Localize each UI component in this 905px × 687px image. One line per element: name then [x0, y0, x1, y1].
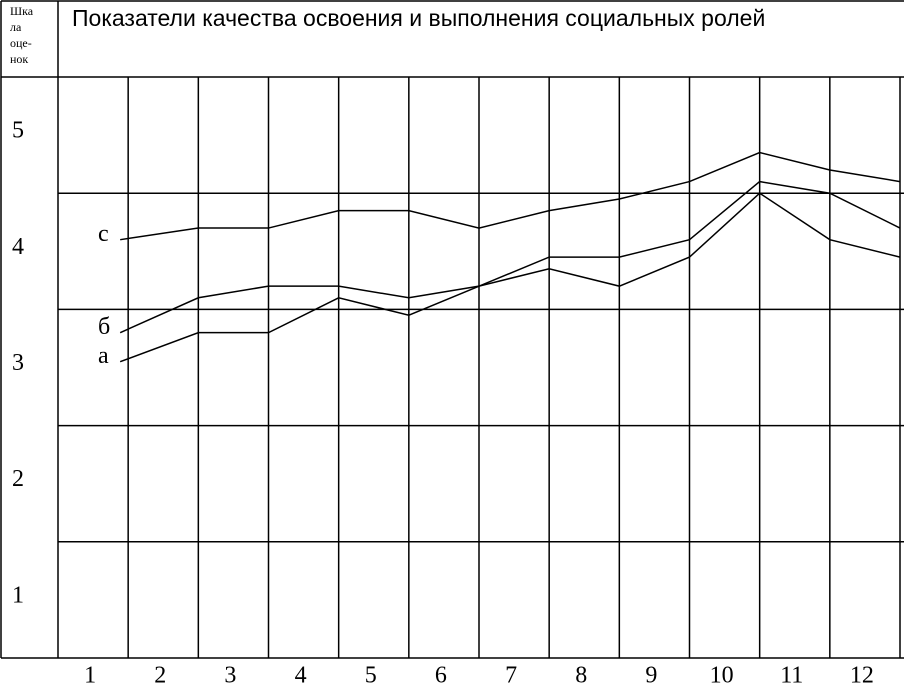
y-axis-label: нок — [10, 52, 28, 66]
x-tick-label: 2 — [154, 663, 166, 687]
y-tick-label: 1 — [12, 582, 24, 608]
series-label: б — [98, 314, 110, 340]
x-tick-label: 7 — [505, 663, 517, 687]
x-tick-label: 8 — [575, 663, 587, 687]
y-tick-label: 2 — [12, 466, 24, 492]
series-label: с — [98, 221, 109, 247]
y-tick-label: 3 — [12, 350, 24, 376]
y-axis-label: оце- — [10, 36, 32, 50]
y-tick-label: 4 — [12, 234, 24, 260]
y-tick-label: 5 — [12, 118, 24, 144]
x-tick-label: 6 — [435, 663, 447, 687]
series-line — [120, 151, 901, 241]
x-tick-label: 4 — [295, 663, 307, 687]
x-tick-label: 3 — [224, 663, 236, 687]
x-tick-label: 9 — [645, 663, 657, 687]
series-line — [119, 180, 901, 334]
x-tick-label: 10 — [710, 663, 734, 687]
x-tick-label: 12 — [850, 663, 874, 687]
series-line — [119, 192, 901, 363]
x-tick-label: 1 — [84, 663, 96, 687]
y-axis-label: Шка — [10, 4, 34, 18]
x-tick-label: 11 — [780, 663, 803, 687]
series-label: а — [98, 343, 109, 369]
chart-title: Показатели качества освоения и выполнени… — [72, 5, 765, 31]
y-axis-label: ла — [10, 20, 22, 34]
x-tick-label: 5 — [365, 663, 377, 687]
